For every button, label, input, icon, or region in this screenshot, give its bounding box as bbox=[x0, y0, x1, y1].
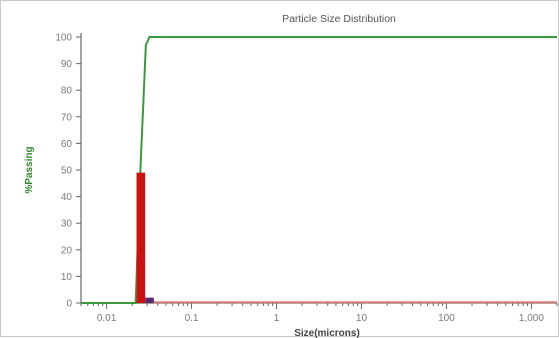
x-tick-label: 0.01 bbox=[97, 313, 117, 324]
y-tick-label: 80 bbox=[61, 86, 73, 97]
y-tick-label: 100 bbox=[55, 33, 72, 44]
x-axis-title: Size(microns) bbox=[294, 328, 360, 338]
y-tick-label: 20 bbox=[61, 245, 73, 256]
y-axis-title: %Passing bbox=[24, 146, 35, 193]
x-tick-label: 10 bbox=[356, 313, 368, 324]
y-tick-label: 60 bbox=[61, 139, 73, 150]
y-tick-label: 10 bbox=[61, 272, 73, 283]
y-tick-label: 70 bbox=[61, 112, 73, 123]
y-tick-label: 40 bbox=[61, 192, 73, 203]
cumulative-passing-line bbox=[81, 36, 557, 304]
y-tick-label: 0 bbox=[66, 299, 72, 310]
y-tick-label: 30 bbox=[61, 219, 73, 230]
y-tick-label: 90 bbox=[61, 59, 73, 70]
chart-title: Particle Size Distribution bbox=[282, 13, 396, 25]
y-tick-label: 50 bbox=[61, 166, 73, 177]
histogram-bar bbox=[136, 172, 146, 303]
x-tick-label: 0.1 bbox=[185, 313, 199, 324]
x-tick-label: 1,000 bbox=[519, 313, 544, 324]
histogram-bar bbox=[145, 297, 154, 303]
x-tick-label: 1 bbox=[274, 313, 280, 324]
x-tick-label: 100 bbox=[438, 313, 455, 324]
